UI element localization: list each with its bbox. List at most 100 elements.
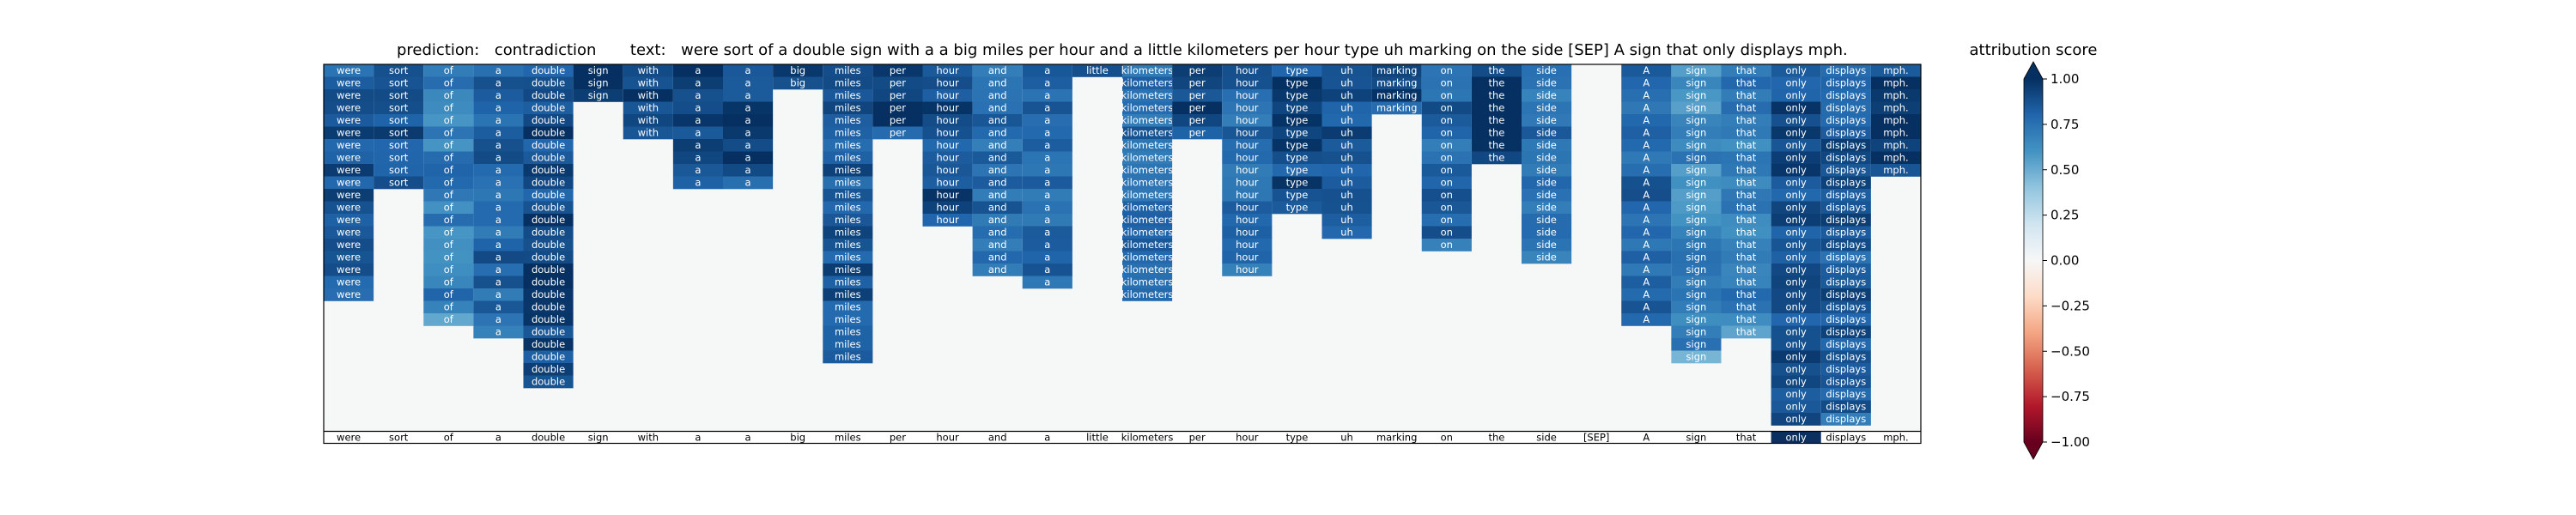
heatmap-cell-label: and xyxy=(988,202,1007,214)
heatmap-cell xyxy=(1771,101,1821,115)
heatmap-cell xyxy=(374,151,424,165)
heatmap-cell-label: mph. xyxy=(1883,102,1908,114)
heatmap-cell xyxy=(872,89,923,102)
heatmap-cell-label: A xyxy=(1643,276,1649,288)
heatmap-cell xyxy=(1122,76,1173,90)
heatmap-cell xyxy=(573,89,623,102)
heatmap-cell-label: the xyxy=(1489,127,1505,139)
heatmap-cell-label: a xyxy=(1044,114,1050,126)
heatmap-cell xyxy=(1022,214,1072,227)
heatmap-cell-label: with xyxy=(638,114,659,126)
heatmap-cell-label: hour xyxy=(1236,264,1259,276)
heatmap-cell xyxy=(1721,288,1771,301)
heatmap-cell-label: side xyxy=(1536,139,1557,151)
heatmap-cell-label: A xyxy=(1643,102,1649,114)
heatmap-cell xyxy=(1522,164,1572,177)
heatmap-cell xyxy=(1522,226,1572,239)
heatmap-cell-label: mph. xyxy=(1883,152,1908,164)
heatmap-cell xyxy=(1471,126,1522,140)
heatmap-cell-label: and xyxy=(988,89,1007,101)
heatmap-cell-label: sort xyxy=(389,102,409,114)
heatmap-cell xyxy=(1421,201,1472,215)
heatmap-cell-label: hour xyxy=(936,64,959,76)
heatmap-cell xyxy=(423,164,474,177)
heatmap-cell-label: and xyxy=(988,64,1007,76)
heatmap-cell xyxy=(423,76,474,90)
token-label: a xyxy=(745,432,751,444)
heatmap-cell xyxy=(1522,151,1572,165)
heatmap-cell-label: double xyxy=(532,338,565,350)
token-label: [SEP] xyxy=(1583,432,1609,444)
heatmap-cell-label: only xyxy=(1786,202,1807,214)
heatmap-cell xyxy=(423,114,474,127)
heatmap-cell-label: were xyxy=(337,89,361,101)
text-value: were sort of a double sign with a a big … xyxy=(680,41,1848,59)
heatmap-cell-label: side xyxy=(1536,214,1557,226)
heatmap-cell-label: miles xyxy=(835,202,861,214)
heatmap-cell-label: a xyxy=(495,139,501,151)
heatmap-cell-label: miles xyxy=(835,227,861,239)
heatmap-cell-label: of xyxy=(444,64,454,76)
heatmap-cell xyxy=(1222,164,1273,177)
heatmap-cell xyxy=(374,139,424,152)
heatmap-cell xyxy=(1421,89,1472,102)
heatmap-cell xyxy=(1721,201,1771,215)
heatmap-cell-label: sort xyxy=(389,127,409,139)
heatmap-cell xyxy=(1272,164,1322,177)
heatmap-cell xyxy=(1671,313,1722,326)
heatmap-cell-label: were xyxy=(337,189,361,201)
heatmap-cell xyxy=(374,101,424,115)
heatmap-cell-label: the xyxy=(1489,77,1505,89)
heatmap-cell-label: were xyxy=(337,288,361,300)
heatmap-cell xyxy=(1671,214,1722,227)
heatmap-cell xyxy=(1771,338,1821,351)
heatmap-cell xyxy=(1471,89,1522,102)
token-highlight xyxy=(1771,431,1821,444)
heatmap-cell xyxy=(1272,201,1322,215)
heatmap-cell xyxy=(1771,201,1821,215)
heatmap-cell-label: hour xyxy=(1236,89,1259,101)
heatmap-cell xyxy=(324,288,374,301)
heatmap-cell xyxy=(972,189,1023,202)
heatmap-cell-label: displays xyxy=(1826,251,1866,264)
heatmap-cell xyxy=(1671,151,1722,165)
heatmap-cell xyxy=(1222,189,1273,202)
heatmap-cell-label: little xyxy=(1086,64,1109,76)
heatmap-cell-label: side xyxy=(1536,77,1557,89)
heatmap-cell-label: sign xyxy=(1686,264,1707,276)
heatmap-cell xyxy=(523,114,574,127)
heatmap-cell-label: only xyxy=(1786,413,1807,425)
heatmap-cell-label: that xyxy=(1736,326,1757,338)
heatmap-cell-label: of xyxy=(444,227,454,239)
heatmap-cell-label: a xyxy=(745,127,751,139)
heatmap-cell xyxy=(324,101,374,115)
heatmap-cell xyxy=(1721,325,1771,339)
heatmap-cell xyxy=(1820,251,1871,264)
heatmap-cell-label: the xyxy=(1489,114,1505,126)
heatmap-cell xyxy=(1522,251,1572,264)
heatmap-cell-label: displays xyxy=(1826,164,1866,176)
heatmap-cell-label: A xyxy=(1643,64,1649,76)
heatmap-cell-label: mph. xyxy=(1883,127,1908,139)
heatmap-cell-label: a xyxy=(495,177,501,189)
heatmap-cell xyxy=(672,101,723,115)
token-label: A xyxy=(1643,432,1649,444)
heatmap-cell-label: displays xyxy=(1826,313,1866,325)
heatmap-cell xyxy=(1771,189,1821,202)
heatmap-cell-label: hour xyxy=(936,189,959,201)
heatmap-cell-label: a xyxy=(495,89,501,101)
heatmap-cell xyxy=(473,251,524,264)
colorbar-extend-bottom xyxy=(2024,442,2043,459)
heatmap-cell-label: kilometers xyxy=(1121,189,1174,201)
heatmap-cell xyxy=(1621,164,1672,177)
heatmap-cell xyxy=(1771,89,1821,102)
heatmap-cell xyxy=(823,89,873,102)
heatmap-cell-label: and xyxy=(988,239,1007,251)
heatmap-cell-label: a xyxy=(695,177,701,189)
heatmap-cell-label: were xyxy=(337,164,361,176)
heatmap-cell xyxy=(1721,126,1771,140)
token-label: sort xyxy=(389,432,409,444)
heatmap-cell xyxy=(1122,264,1173,276)
heatmap-cell xyxy=(423,214,474,227)
token-label: were xyxy=(337,432,361,444)
